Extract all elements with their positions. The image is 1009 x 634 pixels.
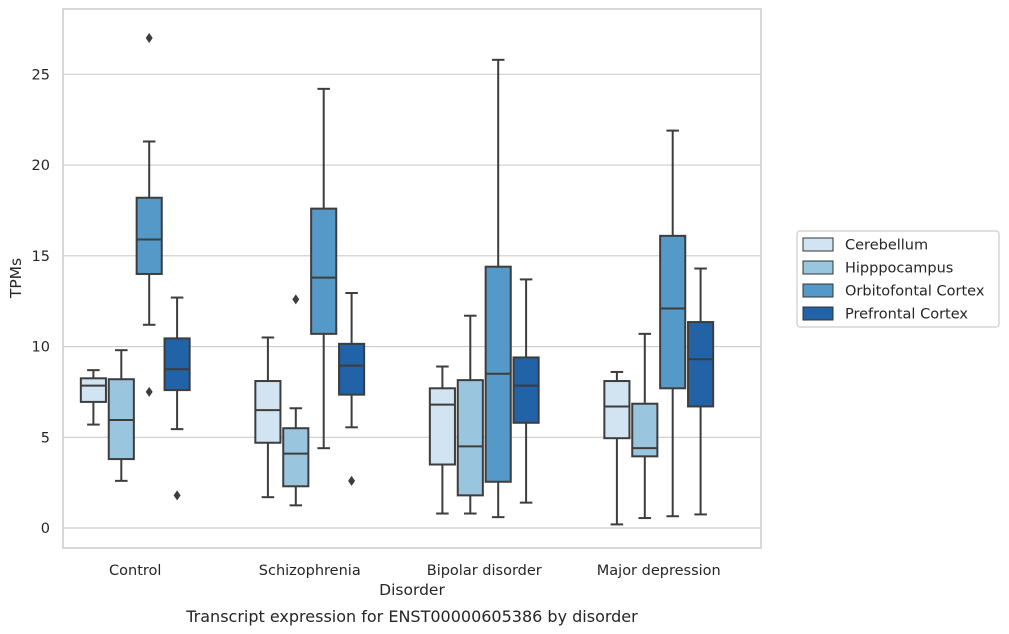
box-plot-area (79, 33, 715, 526)
outlier-point (145, 33, 153, 44)
box-3-2 (310, 87, 338, 450)
box-body (310, 207, 338, 335)
outlier-point (292, 294, 300, 305)
box-body (338, 342, 366, 396)
box-2-2 (282, 294, 310, 507)
box-3-4 (659, 129, 687, 518)
y-tick-label-10: 10 (32, 340, 50, 356)
legend-label-3: Orbitofontal Cortex (845, 284, 985, 300)
box-body (512, 356, 540, 424)
x-axis-ticks: Control Schizophrenia Bipolar disorder Majo… (109, 563, 721, 579)
box-body (79, 377, 107, 403)
legend-label-4: Prefrontal Cortex (845, 307, 968, 323)
y-tick-label-15: 15 (32, 249, 50, 265)
box-1-4 (603, 370, 631, 526)
box-4-4 (687, 267, 715, 516)
x-tick-label-3: Bipolar disorder (427, 563, 542, 579)
x-tick-label-2: Schizophrenia (259, 563, 361, 579)
box-body (687, 321, 715, 408)
box-body (282, 427, 310, 488)
box-2-4 (631, 332, 659, 520)
box-body (135, 196, 163, 275)
box-body (456, 379, 484, 497)
legend-frame (796, 230, 1000, 328)
x-tick-label-1: Control (109, 563, 161, 579)
box-body (163, 337, 191, 392)
legend-label-2: Hipppocampus (845, 261, 953, 277)
box-1-1 (79, 369, 107, 426)
outlier-point (145, 386, 153, 397)
box-2-3 (456, 314, 484, 515)
y-axis-title: TPMs (7, 258, 25, 299)
box-2-1 (107, 349, 135, 482)
y-tick-label-0: 0 (41, 521, 50, 537)
box-4-1 (163, 296, 191, 501)
legend-label-1: Cerebellum (845, 238, 928, 254)
outlier-point (173, 490, 181, 501)
y-tick-label-5: 5 (41, 430, 50, 446)
box-4-3 (512, 278, 540, 504)
plot-frame (62, 8, 762, 549)
outlier-point (348, 475, 356, 486)
box-3-3 (484, 58, 512, 519)
grid-lines (63, 73, 761, 529)
y-tick-label-25: 25 (32, 67, 50, 83)
legend-swatch-4 (802, 306, 834, 321)
box-body (603, 380, 631, 440)
box-4-2 (338, 292, 366, 486)
box-body (254, 380, 282, 444)
box-1-3 (428, 365, 456, 515)
legend-swatch-2 (802, 260, 834, 275)
box-body (659, 234, 687, 390)
legend-swatch-1 (802, 237, 834, 252)
chart-caption: Transcript expression for ENST0000060538… (185, 607, 638, 626)
legend-swatch-3 (802, 283, 834, 298)
y-tick-label-20: 20 (32, 158, 50, 174)
box-1-2 (254, 336, 282, 499)
box-body (428, 387, 456, 466)
x-axis-title: Disorder (379, 581, 445, 599)
legend: Cerebellum Hipppocampus Orbitofontal Corte… (796, 230, 1000, 328)
x-tick-label-4: Major depression (597, 563, 721, 579)
box-3-1 (135, 33, 163, 397)
y-axis-ticks: 0 5 10 15 20 25 (32, 67, 50, 537)
